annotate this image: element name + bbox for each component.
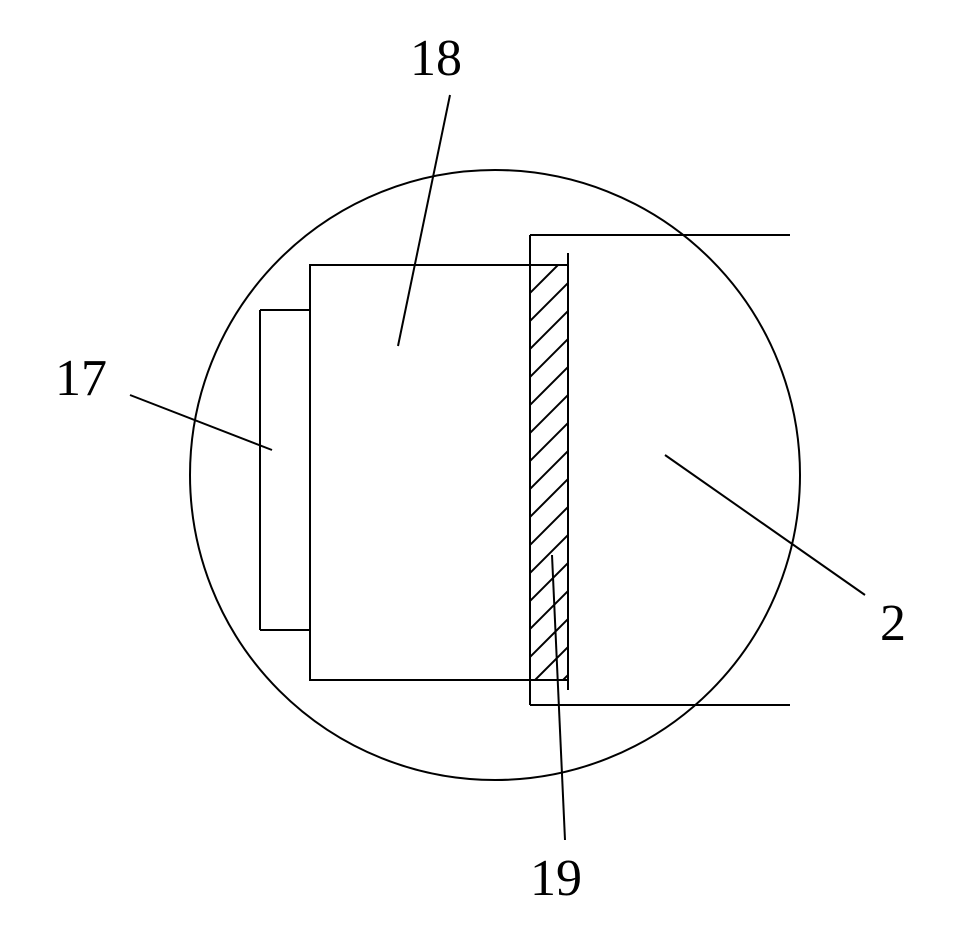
label-17: 17 bbox=[55, 350, 107, 407]
detail-view-diagram: 18 17 2 19 bbox=[0, 0, 973, 927]
background bbox=[0, 0, 973, 927]
label-18: 18 bbox=[410, 30, 462, 87]
label-19: 19 bbox=[530, 850, 582, 907]
label-2: 2 bbox=[880, 595, 906, 652]
